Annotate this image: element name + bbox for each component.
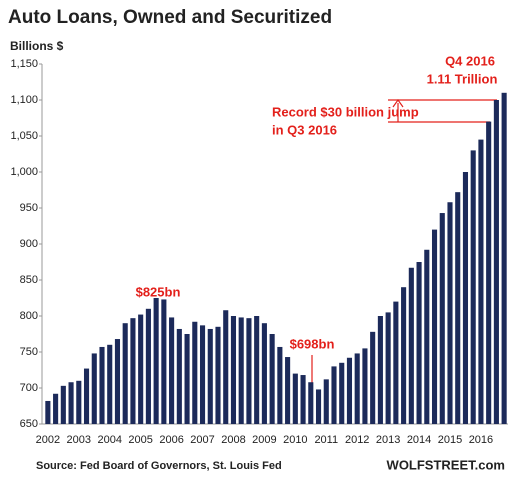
bar [362,348,368,424]
bar [99,346,105,424]
x-tick-label: 2016 [469,434,493,446]
bar [192,321,198,424]
y-tick-label: 850 [20,274,38,286]
bar [60,385,66,424]
bar [246,318,252,424]
y-tick-label: 750 [20,346,38,358]
bar [408,267,414,424]
bar [238,317,244,424]
brand: WOLFSTREET.com [387,457,505,472]
bar [176,328,182,424]
bar [339,362,345,424]
bar [277,346,283,424]
bar [199,325,206,424]
bar [431,229,438,424]
bar [439,213,445,424]
bar [292,373,298,424]
x-tick-label: 2006 [159,434,183,446]
source: Source: Fed Board of Governors, St. Loui… [36,460,282,472]
bar [261,323,267,424]
bar [478,139,484,424]
x-tick-label: 2007 [190,434,214,446]
y-tick-label: 1,050 [10,130,38,142]
bar [269,334,275,424]
bar [501,92,507,425]
bar [300,375,306,424]
bar [153,298,159,424]
bar [83,368,90,424]
bar [184,334,190,424]
annotation: Q4 2016 [445,53,495,68]
bar [416,262,422,424]
bar [424,249,430,424]
bar [323,379,329,424]
bar [207,328,213,424]
x-tick-label: 2015 [438,434,462,446]
bar [346,357,353,424]
bar [401,287,407,424]
y-tick-label: 900 [20,238,38,250]
x-tick-label: 2009 [252,434,276,446]
bar [486,121,492,424]
y-tick-label: 1,150 [10,58,38,70]
bar [385,312,391,424]
bar [455,192,461,424]
bar [370,331,376,424]
x-tick-label: 2011 [314,434,338,446]
annotation: $825bn [136,284,181,299]
bar [161,299,167,424]
y-tick-label: 950 [20,202,38,214]
bar [354,353,360,424]
x-tick-label: 2012 [345,434,369,446]
bar [493,100,499,424]
bar [138,314,144,424]
annotation: 1.11 Trillion [427,71,498,86]
bar [91,353,97,424]
bar [377,316,383,424]
bar [393,301,399,424]
bar [122,323,128,424]
bar [107,344,113,424]
bar [215,326,221,424]
bar [130,318,136,424]
x-tick-label: 2004 [97,434,121,446]
annotation: Record $30 billion jump [272,104,419,119]
bar [331,366,337,424]
y-tick-label: 800 [20,310,38,322]
y-tick-label: 700 [20,382,38,394]
x-tick-label: 2003 [67,434,91,446]
y-tick-label: 650 [20,418,38,430]
bar [76,380,82,424]
bar [447,202,453,424]
x-tick-label: 2002 [36,434,60,446]
x-tick-label: 2008 [221,434,245,446]
bar [285,357,291,424]
bar [114,339,121,424]
bar [315,389,322,424]
bar [470,150,476,424]
y-tick-label: 1,100 [10,94,38,106]
annotation-arrows [311,98,497,384]
bar [230,316,237,424]
annotation: in Q3 2016 [272,122,337,137]
x-tick-label: 2010 [283,434,307,446]
x-tick-label: 2013 [376,434,400,446]
bar [254,316,260,424]
x-tick-label: 2005 [128,434,152,446]
bar [45,400,51,424]
y-tick-label: 1,000 [10,166,38,178]
y-axis-label: Billions $ [10,39,64,53]
bar [68,382,74,424]
x-tick-label: 2014 [407,434,431,446]
bar [462,172,469,424]
annotation: $698bn [290,336,335,351]
bar [223,310,229,424]
bar [169,317,175,424]
bar [53,393,59,424]
chart-title: Auto Loans, Owned and Securitized [8,7,332,28]
bar [308,382,314,424]
bar [145,308,151,424]
